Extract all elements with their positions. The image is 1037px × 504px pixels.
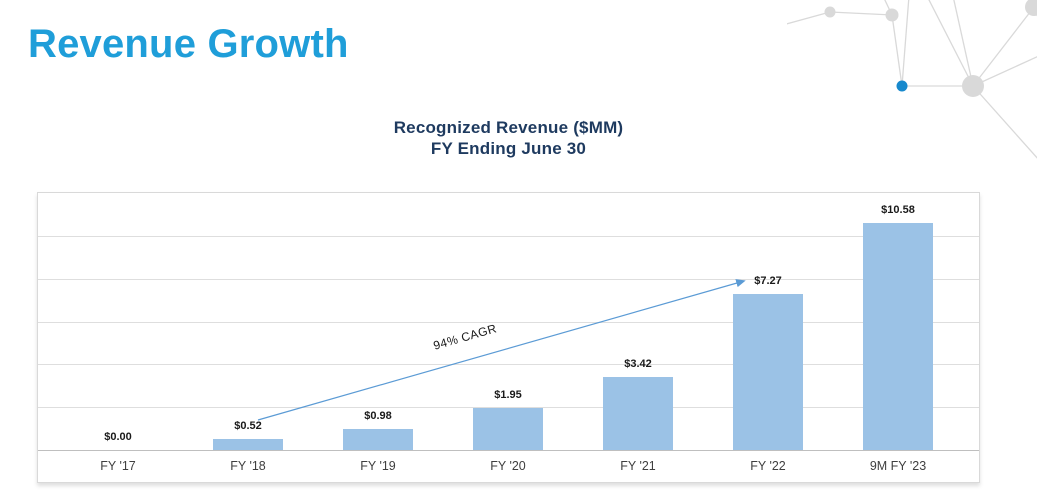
- bar: [343, 429, 413, 450]
- bar: [603, 377, 673, 450]
- x-axis-label: 9M FY '23: [869, 459, 927, 473]
- bar-value-label: $1.95: [494, 389, 522, 401]
- bar: [213, 439, 283, 450]
- bar-value-label: $0.00: [104, 431, 132, 443]
- network-node: [1025, 0, 1037, 16]
- bar-value-label: $3.42: [624, 358, 652, 370]
- revenue-bar-chart: $0.00 FY '17 $0.52 FY '18 $0.98 FY '19 $1.95 FY…: [37, 192, 980, 483]
- bar-value-label: $7.27: [754, 275, 782, 287]
- bar-value-label: $0.52: [234, 420, 262, 432]
- gridline: [38, 235, 979, 237]
- network-node: [962, 75, 984, 97]
- network-accent-node: [896, 80, 908, 92]
- bar-value-label: $10.58: [881, 204, 915, 216]
- bar: [473, 408, 543, 450]
- bar: [863, 223, 933, 450]
- network-node: [824, 6, 836, 18]
- x-axis-label: FY '22: [750, 459, 786, 473]
- gridline: [38, 321, 979, 323]
- x-axis-label: FY '17: [100, 459, 136, 473]
- bar-value-label: $0.98: [364, 410, 392, 422]
- x-axis-label: FY '18: [230, 459, 266, 473]
- x-axis-line: [38, 450, 979, 451]
- x-axis-label: FY '20: [490, 459, 526, 473]
- network-node: [885, 8, 899, 22]
- bar: [733, 294, 803, 450]
- network-lines: [787, 0, 1037, 159]
- chart-title-block: Recognized Revenue ($MM) FY Ending June …: [37, 117, 980, 159]
- chart-plot-area: $0.00 FY '17 $0.52 FY '18 $0.98 FY '19 $1.95 FY…: [38, 193, 979, 482]
- network-nodes-decoration: [787, 0, 1037, 159]
- x-axis-label: FY '19: [360, 459, 396, 473]
- slide-title: Revenue Growth: [28, 22, 349, 66]
- gridline: [38, 364, 979, 366]
- chart-title: Recognized Revenue ($MM): [393, 118, 624, 137]
- gridline: [38, 278, 979, 280]
- chart-subtitle: FY Ending June 30: [430, 139, 587, 158]
- x-axis-label: FY '21: [620, 459, 656, 473]
